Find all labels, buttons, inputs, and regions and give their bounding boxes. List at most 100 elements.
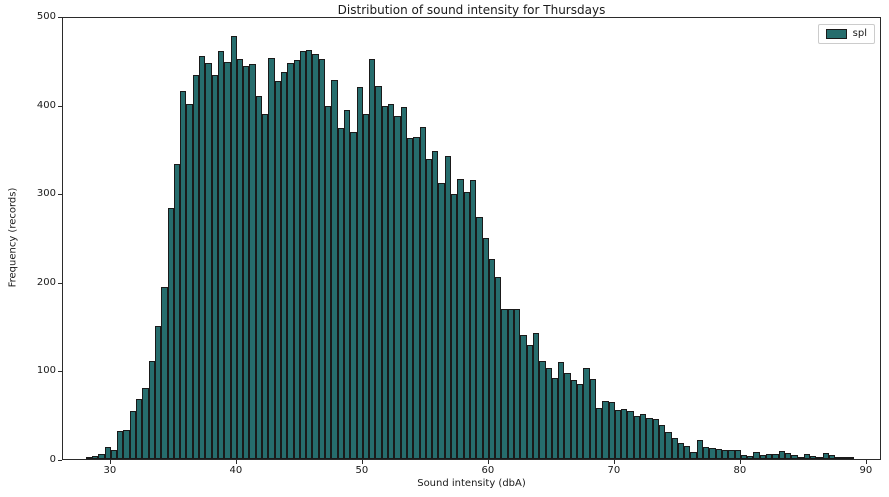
y-tick-label: 300 — [36, 188, 56, 200]
histogram-bar — [110, 450, 118, 459]
histogram-bar — [703, 447, 710, 459]
histogram-bar — [362, 114, 370, 459]
histogram-bar — [791, 455, 798, 459]
histogram-bar — [306, 49, 313, 459]
histogram-bar — [482, 237, 489, 459]
x-tick-label: 40 — [229, 465, 243, 476]
histogram-bar — [734, 450, 741, 459]
histogram-bar — [766, 453, 773, 459]
histogram-bar — [91, 456, 99, 459]
histogram-bar — [671, 437, 678, 459]
histogram-bar — [677, 443, 685, 459]
histogram-bar — [299, 51, 307, 459]
histogram-bar — [224, 62, 231, 459]
histogram-bar — [381, 105, 389, 459]
histogram-bar — [243, 65, 250, 459]
y-tick-label: 100 — [36, 365, 56, 377]
histogram-bar — [772, 453, 779, 459]
x-tick-mark — [739, 460, 741, 464]
histogram-bar — [268, 57, 275, 459]
x-axis-label: Sound intensity (dbA) — [417, 478, 526, 489]
histogram-bar — [690, 451, 697, 459]
histogram-bar — [394, 116, 401, 459]
histogram-bar — [507, 309, 515, 459]
histogram-bar — [577, 383, 584, 459]
histogram-bar — [558, 362, 565, 459]
x-tick-mark — [487, 460, 489, 464]
histogram-bar — [451, 194, 458, 459]
x-tick-label: 30 — [103, 465, 117, 476]
x-tick-label: 80 — [733, 465, 747, 476]
histogram-bar — [148, 360, 155, 459]
histogram-bar — [602, 400, 609, 459]
histogram-bar — [721, 450, 729, 459]
histogram-bar — [646, 418, 653, 459]
histogram-bar — [444, 156, 452, 459]
histogram-bar — [293, 60, 300, 459]
legend-swatch — [825, 29, 847, 39]
histogram-bar — [476, 217, 483, 459]
histogram-bar — [388, 103, 395, 459]
y-tick-mark — [58, 17, 62, 18]
histogram-bar — [539, 360, 546, 459]
y-tick-mark — [58, 194, 62, 196]
histogram-bar — [822, 452, 830, 459]
histogram-bar — [595, 407, 603, 459]
histogram-bar — [583, 367, 590, 459]
histogram-bar — [621, 409, 628, 459]
histogram-bar — [469, 179, 477, 459]
y-tick-mark — [58, 282, 62, 284]
y-tick-mark — [58, 371, 62, 373]
histogram-bar — [495, 277, 502, 459]
legend: spl — [817, 24, 875, 44]
x-tick-mark — [109, 460, 111, 464]
y-tick-label: 0 — [49, 454, 56, 465]
histogram-bar — [331, 79, 338, 459]
histogram-bar — [501, 309, 508, 459]
histogram-bar — [192, 75, 200, 459]
chart-title: Distribution of sound intensity for Thur… — [337, 3, 606, 17]
histogram-bar — [608, 402, 615, 459]
histogram-bar — [438, 182, 445, 459]
y-tick-label: 500 — [36, 11, 56, 22]
histogram-bar — [211, 75, 218, 459]
histogram-bar — [432, 150, 439, 459]
histogram-bar — [85, 457, 92, 459]
histogram-bar — [325, 105, 332, 459]
histogram-bar — [797, 457, 804, 459]
histogram-bar — [810, 456, 817, 459]
histogram-bar — [236, 58, 244, 459]
histogram-bar — [129, 411, 137, 459]
x-tick-label: 70 — [607, 465, 621, 476]
histogram-bar — [337, 127, 344, 459]
histogram-bar — [280, 71, 288, 459]
x-tick-mark — [235, 460, 237, 464]
histogram-bar — [803, 453, 811, 459]
histogram-bar — [784, 452, 792, 459]
histogram-bar — [457, 179, 464, 459]
x-tick-label: 50 — [355, 465, 369, 476]
histogram-bar — [633, 415, 641, 459]
histogram-bar — [614, 410, 622, 459]
histogram-bar — [217, 51, 225, 459]
histogram-bar — [759, 454, 767, 459]
histogram-bar — [104, 446, 111, 459]
histogram-bar — [350, 132, 357, 459]
histogram-bar — [262, 114, 269, 459]
histogram-bar — [514, 309, 521, 459]
histogram-bar — [375, 86, 382, 459]
histogram-bar — [173, 163, 181, 459]
histogram-bar — [728, 450, 735, 459]
histogram-bar — [526, 344, 533, 459]
y-tick-mark — [58, 105, 62, 107]
histogram-bar — [167, 208, 174, 459]
histogram-bar — [709, 448, 716, 459]
histogram-bar — [665, 431, 672, 459]
histogram-bar — [570, 380, 578, 459]
histogram-bar — [312, 54, 319, 459]
histogram-bar — [419, 126, 426, 459]
x-tick-label: 90 — [859, 465, 873, 476]
histogram-bar — [186, 103, 193, 459]
histogram-bar — [199, 55, 206, 459]
